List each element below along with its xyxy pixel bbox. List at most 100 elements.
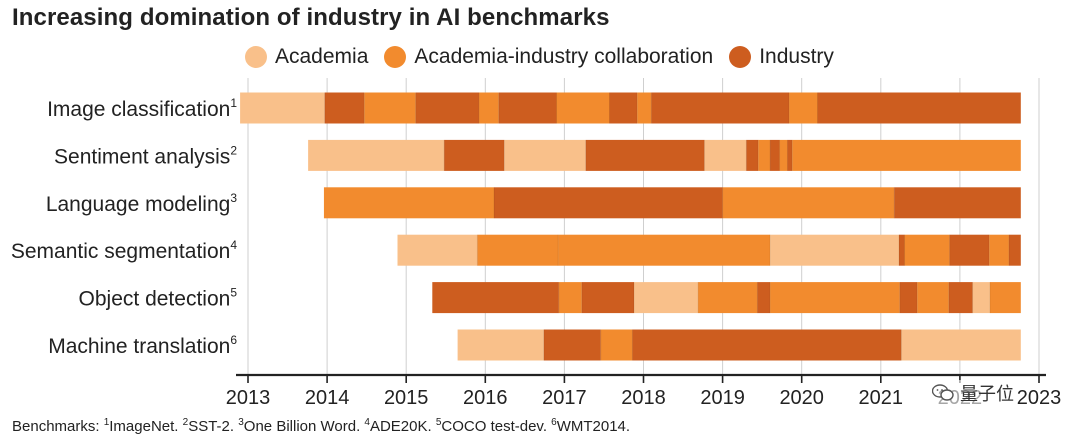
x-tick-label: 2014	[305, 387, 350, 409]
bar-segment-industry	[948, 282, 973, 314]
legend-item-collaboration: Academia-industry collaboration	[384, 45, 713, 69]
row-label-footnote-marker: 2	[230, 143, 237, 157]
bar-segment-industry	[746, 139, 759, 171]
bar-segment-collab	[917, 282, 949, 314]
bar-segment-industry	[543, 329, 601, 361]
bar-segment-collab	[989, 282, 1021, 314]
bar-segment-industry	[444, 139, 505, 171]
footnote: Benchmarks: 1ImageNet. 2SST-2. 3One Bill…	[12, 417, 630, 435]
bar-segment-industry	[494, 187, 723, 219]
bar-segment-collab	[698, 282, 758, 314]
legend: Academia Academia-industry collaboration…	[245, 44, 850, 70]
footnote-benchmark: WMT2014.	[556, 418, 631, 435]
legend-swatch-industry	[729, 46, 752, 68]
bar-segment-collab	[556, 92, 610, 124]
x-tick-label: 2023	[1017, 387, 1062, 409]
legend-label-industry: Industry	[759, 45, 834, 68]
bar-segment-collab	[779, 139, 788, 171]
bar-segment-collab	[558, 234, 771, 266]
bar-segment-collab	[904, 234, 950, 266]
x-tick-label: 2018	[621, 387, 666, 409]
footnote-marker: 6	[551, 417, 557, 428]
bar-segment-industry	[415, 92, 479, 124]
bar-segment-academia	[972, 282, 990, 314]
footnote-benchmark: ADE20K.	[369, 418, 436, 435]
row-label: Language modeling3	[46, 191, 238, 216]
x-tick-label: 2016	[463, 387, 508, 409]
bar-segment-industry	[432, 282, 559, 314]
bar-segment-industry	[757, 282, 771, 314]
bar-segment-academia	[901, 329, 1021, 361]
bar-segment-collab	[792, 139, 1021, 171]
row-label: Sentiment analysis2	[54, 143, 237, 168]
bar-segment-collab	[600, 329, 633, 361]
legend-item-industry: Industry	[729, 45, 834, 69]
x-tick-label: 2017	[542, 387, 587, 409]
x-tick-label: 2020	[779, 387, 824, 409]
bar-segment-collab	[989, 234, 1009, 266]
watermark-text: 量子位	[960, 384, 1014, 404]
x-tick-label: 2021	[859, 387, 904, 409]
bar-segment-collab	[323, 187, 495, 219]
row-label: Object detection5	[79, 286, 238, 311]
bar-segment-collab	[477, 234, 559, 266]
footnote-benchmark: SST-2.	[188, 418, 239, 435]
bar-segment-academia	[457, 329, 544, 361]
bar-segment-academia	[240, 92, 325, 124]
chart-title: Increasing domination of industry in AI …	[12, 4, 610, 31]
bar-segment-industry	[894, 187, 1021, 219]
footnote-benchmark: One Billion Word.	[243, 418, 365, 435]
footnote-benchmark: COCO test-dev.	[441, 418, 552, 435]
legend-label-academia: Academia	[275, 45, 369, 68]
row-label-footnote-marker: 4	[230, 238, 237, 252]
legend-swatch-academia	[245, 46, 267, 68]
bar-segment-collab	[364, 92, 416, 124]
bar-segment-industry	[632, 329, 902, 361]
footnote-marker: 5	[435, 417, 442, 428]
bar-segment-collab	[722, 187, 895, 219]
bar-segment-industry	[770, 139, 780, 171]
legend-item-academia: Academia	[245, 45, 368, 69]
bar-segment-collab	[770, 282, 900, 314]
bar-segment-industry	[949, 234, 990, 266]
bar-segment-industry	[1008, 234, 1021, 266]
x-tick-label: 2019	[700, 387, 745, 409]
bar-segment-academia	[634, 282, 699, 314]
bar-segment-academia	[770, 234, 899, 266]
bar-segment-collab	[478, 92, 499, 124]
bar-segment-academia	[504, 139, 586, 171]
bar-segment-academia	[704, 139, 747, 171]
legend-swatch-collaboration	[384, 46, 407, 68]
bar-segment-collab	[758, 139, 771, 171]
watermark: 量子位	[932, 380, 1014, 406]
bar-segment-industry	[581, 282, 635, 314]
bar-segment-industry	[585, 139, 705, 171]
bar-segment-industry	[651, 92, 790, 124]
footnote-marker: 1	[103, 417, 110, 428]
bar-segment-collab	[558, 282, 582, 314]
footnote-marker: 3	[238, 417, 244, 428]
bar-segment-collab	[637, 92, 652, 124]
bar-segment-industry	[787, 139, 793, 171]
row-label: Image classification1	[47, 96, 237, 121]
bar-segment-industry	[898, 234, 905, 266]
footnote-marker: 2	[182, 417, 189, 428]
row-label-footnote-marker: 6	[230, 333, 237, 347]
row-label: Semantic segmentation4	[11, 238, 237, 263]
row-label-footnote-marker: 5	[230, 286, 237, 300]
bar-segment-industry	[498, 92, 557, 124]
x-tick-label: 2015	[384, 387, 429, 409]
bar-segment-academia	[308, 139, 445, 171]
x-tick-label: 2013	[226, 387, 271, 409]
row-label: Machine translation6	[48, 333, 237, 358]
bar-segment-academia	[397, 234, 478, 266]
bar-segment-collab	[789, 92, 818, 124]
bar-segment-industry	[817, 92, 1021, 124]
footnote-marker: 4	[364, 417, 370, 428]
wechat-icon	[932, 384, 954, 401]
footnote-benchmark: ImageNet.	[109, 418, 183, 435]
legend-label-collaboration: Academia-industry collaboration	[414, 45, 714, 68]
row-label-footnote-marker: 1	[230, 96, 237, 110]
row-label-footnote-marker: 3	[230, 191, 237, 205]
